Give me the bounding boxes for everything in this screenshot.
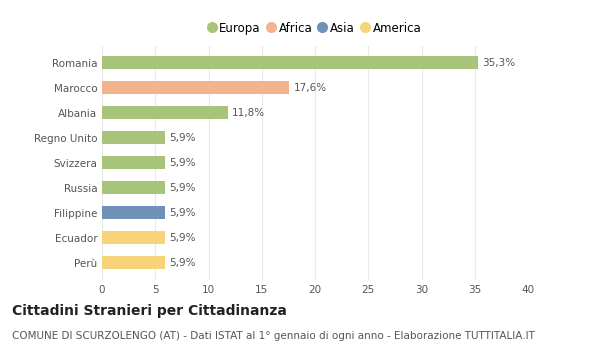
Text: COMUNE DI SCURZOLENGO (AT) - Dati ISTAT al 1° gennaio di ogni anno - Elaborazion: COMUNE DI SCURZOLENGO (AT) - Dati ISTAT … (12, 331, 535, 341)
Text: 5,9%: 5,9% (169, 233, 196, 243)
Text: 35,3%: 35,3% (482, 58, 515, 68)
Text: 5,9%: 5,9% (169, 183, 196, 193)
Bar (102, 131, 165, 144)
Legend: Europa, Africa, Asia, America: Europa, Africa, Asia, America (205, 19, 425, 38)
Text: 5,9%: 5,9% (169, 133, 196, 143)
Text: Cittadini Stranieri per Cittadinanza: Cittadini Stranieri per Cittadinanza (12, 304, 287, 318)
Bar (102, 156, 165, 169)
Text: 5,9%: 5,9% (169, 158, 196, 168)
Bar (102, 231, 165, 244)
Bar (102, 106, 227, 119)
Text: 11,8%: 11,8% (232, 108, 265, 118)
Text: 5,9%: 5,9% (169, 258, 196, 268)
Text: 17,6%: 17,6% (294, 83, 327, 93)
Bar (102, 181, 165, 194)
Bar (102, 56, 478, 69)
Bar (102, 81, 289, 94)
Text: 5,9%: 5,9% (169, 208, 196, 218)
Bar (102, 256, 165, 270)
Bar (102, 206, 165, 219)
